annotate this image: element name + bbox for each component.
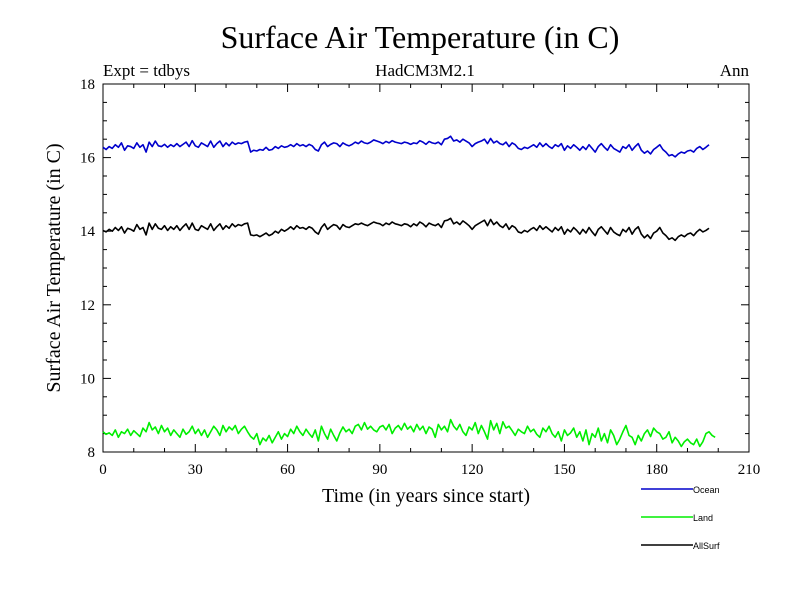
legend: Ocean Land AllSurf	[641, 485, 720, 551]
y-tick-label: 14	[80, 224, 96, 240]
series-line-ocean	[102, 135, 710, 158]
y-tick-label: 8	[88, 445, 96, 461]
y-tick-label: 12	[80, 298, 95, 314]
x-tick-label: 30	[188, 462, 203, 478]
axis-tick-labels: 0 30 60 90 120 150 180 210 8 10 12 14 16 18	[80, 77, 760, 478]
y-tick-label: 10	[80, 371, 95, 387]
x-tick-label: 60	[280, 462, 295, 478]
model-label: HadCM3M2.1	[375, 61, 475, 80]
series-lines	[102, 135, 716, 448]
period-label: Ann	[720, 61, 750, 80]
chart-title: Surface Air Temperature (in C)	[221, 19, 620, 55]
x-tick-label: 180	[645, 462, 668, 478]
y-tick-label: 16	[80, 151, 96, 167]
x-tick-label: 120	[461, 462, 484, 478]
x-tick-label: 210	[738, 462, 761, 478]
axis-ticks	[102, 83, 750, 453]
legend-label-allsurf: AllSurf	[693, 541, 720, 551]
legend-label-land: Land	[693, 513, 713, 523]
legend-label-ocean: Ocean	[693, 485, 720, 495]
y-axis-label: Surface Air Temperature (in C)	[43, 143, 65, 392]
plot-frame	[102, 83, 750, 453]
x-axis-label: Time (in years since start)	[322, 485, 530, 507]
x-tick-label: 150	[553, 462, 576, 478]
experiment-label: Expt = tdbys	[103, 61, 190, 80]
x-tick-label: 0	[99, 462, 107, 478]
x-tick-label: 90	[372, 462, 387, 478]
series-line-allsurf	[102, 217, 710, 242]
y-tick-label: 18	[80, 77, 95, 93]
series-line-land	[102, 418, 716, 448]
